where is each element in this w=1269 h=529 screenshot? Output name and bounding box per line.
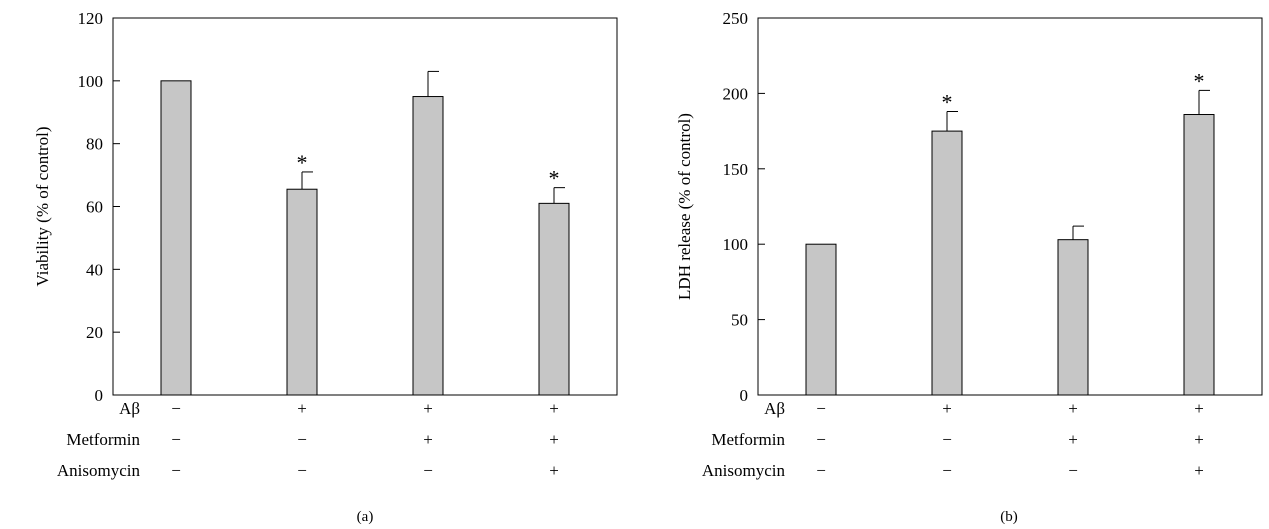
bar — [1183, 114, 1215, 396]
significance-marker: * — [549, 166, 560, 191]
condition-sign: + — [1194, 430, 1204, 449]
condition-label: Aβ — [119, 399, 140, 418]
y-tick-label: 0 — [95, 386, 104, 405]
panel-label: (b) — [1000, 509, 1018, 525]
bar — [805, 243, 837, 396]
y-tick-label: 20 — [86, 323, 103, 342]
y-tick-label: 100 — [78, 72, 104, 91]
y-axis-label: LDH release (% of control) — [675, 113, 694, 300]
condition-sign: − — [171, 399, 181, 418]
bar — [286, 188, 318, 396]
panel-b: 0 50 100 150 200 250 LDH release (% of control… — [675, 9, 1263, 525]
y-tick-label: 40 — [86, 260, 103, 279]
condition-sign: + — [942, 399, 952, 418]
y-tick-label: 100 — [723, 235, 749, 254]
condition-sign: + — [549, 430, 559, 449]
condition-label: Anisomycin — [702, 461, 786, 480]
condition-sign: − — [942, 461, 952, 480]
condition-sign: + — [1194, 461, 1204, 480]
condition-sign: + — [423, 399, 433, 418]
significance-marker: * — [1194, 68, 1205, 93]
bar — [160, 80, 192, 396]
condition-label: Aβ — [764, 399, 785, 418]
significance-marker: * — [942, 89, 953, 114]
condition-label: Anisomycin — [57, 461, 141, 480]
y-axis-label: Viability (% of control) — [33, 127, 52, 287]
condition-sign: − — [816, 430, 826, 449]
bar — [1057, 239, 1089, 396]
bar — [538, 202, 570, 396]
condition-label: Metformin — [66, 430, 140, 449]
condition-sign: − — [1068, 461, 1078, 480]
y-tick-label: 120 — [78, 9, 104, 28]
significance-marker: * — [297, 150, 308, 175]
condition-label: Metformin — [711, 430, 785, 449]
condition-sign: − — [942, 430, 952, 449]
panel-a: 0 20 40 60 80 100 120 Viability (% of control) *… — [33, 9, 618, 525]
condition-sign: + — [297, 399, 307, 418]
bar — [412, 96, 444, 396]
y-tick-label: 80 — [86, 135, 103, 154]
condition-sign: + — [549, 461, 559, 480]
condition-sign: − — [297, 430, 307, 449]
y-tick-label: 250 — [723, 9, 749, 28]
y-tick-label: 0 — [740, 386, 749, 405]
condition-sign: − — [171, 461, 181, 480]
condition-sign: + — [1194, 399, 1204, 418]
condition-sign: + — [1068, 399, 1078, 418]
condition-sign: + — [1068, 430, 1078, 449]
condition-sign: − — [816, 399, 826, 418]
bar — [931, 130, 963, 396]
condition-sign: + — [423, 430, 433, 449]
y-tick-label: 150 — [723, 160, 749, 179]
plot-frame — [757, 17, 1263, 396]
condition-sign: − — [816, 461, 826, 480]
condition-sign: + — [549, 399, 559, 418]
condition-sign: − — [297, 461, 307, 480]
panel-label: (a) — [357, 509, 374, 525]
condition-sign: − — [171, 430, 181, 449]
y-tick-label: 200 — [723, 84, 749, 103]
y-tick-label: 60 — [86, 198, 103, 217]
condition-sign: − — [423, 461, 433, 480]
y-tick-label: 50 — [731, 311, 748, 330]
